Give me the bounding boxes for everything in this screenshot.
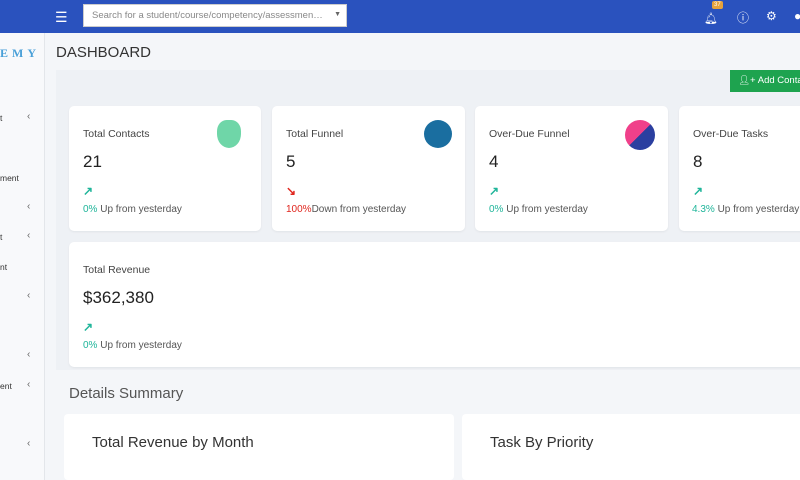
card-value: 8 bbox=[693, 152, 703, 171]
trend-up-icon: ↗ bbox=[83, 320, 94, 334]
info-icon[interactable]: ⓘ bbox=[737, 11, 750, 25]
stat-card-total-contacts: Total Contacts 21 ↗ 0% Up from yesterday bbox=[69, 106, 261, 231]
card-pct: 4.3% bbox=[692, 204, 715, 215]
card-label: Over-Due Tasks bbox=[693, 128, 769, 140]
chevron-down-icon: ▼ bbox=[334, 11, 341, 18]
sidebar-item[interactable]: nt bbox=[0, 262, 8, 272]
card-trend-text: Up from yesterday bbox=[97, 204, 182, 215]
chevron-left-icon[interactable]: ‹ bbox=[27, 230, 31, 241]
card-label: Total Funnel bbox=[286, 128, 344, 140]
chevron-left-icon[interactable]: ‹ bbox=[27, 349, 31, 360]
sidebar-item[interactable]: t bbox=[0, 232, 3, 242]
trend-up-icon: ↗ bbox=[83, 184, 94, 198]
card-pct: 100% bbox=[286, 204, 312, 215]
card-trend-text: Down from yesterday bbox=[311, 204, 407, 215]
card-label: Total Revenue bbox=[83, 264, 151, 276]
panel-title: Total Revenue by Month bbox=[92, 434, 254, 451]
sidebar-item[interactable]: ment bbox=[0, 173, 19, 183]
search-placeholder: Search for a student/course/competency/a… bbox=[92, 10, 324, 21]
task-notes-icon bbox=[625, 120, 655, 150]
chevron-left-icon[interactable]: ‹ bbox=[27, 438, 31, 449]
logo: EMY bbox=[0, 46, 40, 60]
stat-card-overdue-tasks: Over-Due Tasks 8 ↗ 4.3% Up from yesterda… bbox=[679, 106, 800, 231]
stat-card-overdue-funnel: Over-Due Funnel 4 ↗ 0% Up from yesterday bbox=[475, 106, 668, 231]
card-pct: 0% bbox=[83, 340, 98, 351]
card-label: Over-Due Funnel bbox=[489, 128, 570, 140]
panel-title: Task By Priority bbox=[490, 434, 594, 451]
page-title: DASHBOARD bbox=[56, 44, 152, 61]
trend-up-icon: ↗ bbox=[489, 184, 500, 198]
card-trend-text: Up from yesterday bbox=[503, 204, 588, 215]
gear-icon[interactable]: ⚙ bbox=[766, 9, 777, 23]
card-value: 21 bbox=[83, 152, 102, 171]
card-trend-text: Up from yesterday bbox=[714, 204, 800, 215]
stat-card-total-funnel: Total Funnel 5 ↘ 100%Down from yesterday bbox=[272, 106, 465, 231]
stat-card-total-revenue: Total Revenue $362,380 ↗ 0% Up from yest… bbox=[69, 242, 800, 367]
funnel-box-icon bbox=[424, 120, 452, 148]
revenue-by-month-panel: Total Revenue by Month bbox=[64, 414, 454, 480]
notification-badge: 37 bbox=[712, 1, 723, 9]
card-pct: 0% bbox=[489, 204, 504, 215]
card-value: 5 bbox=[286, 152, 296, 171]
trend-down-icon: ↘ bbox=[286, 184, 297, 198]
top-bar: ☰ Search for a student/course/competency… bbox=[0, 0, 800, 33]
money-bag-icon bbox=[217, 120, 241, 148]
user-icon[interactable]: ● bbox=[794, 9, 800, 23]
card-pct: 0% bbox=[83, 204, 98, 215]
bell-icon[interactable]: 🔔︎ bbox=[704, 13, 718, 25]
card-value: 4 bbox=[489, 152, 499, 171]
task-by-priority-panel: Task By Priority bbox=[462, 414, 800, 480]
add-contact-button[interactable]: 👤︎+ Add Contact bbox=[730, 70, 800, 92]
details-summary-heading: Details Summary bbox=[69, 385, 184, 402]
card-value: $362,380 bbox=[83, 288, 154, 307]
add-contact-label: Add Contact bbox=[757, 75, 800, 86]
card-label: Total Contacts bbox=[83, 128, 150, 140]
search-input[interactable]: Search for a student/course/competency/a… bbox=[83, 4, 347, 27]
chevron-left-icon[interactable]: ‹ bbox=[27, 379, 31, 390]
menu-icon[interactable]: ☰ bbox=[55, 9, 68, 25]
sidebar: EMY bbox=[0, 33, 45, 480]
trend-up-icon: ↗ bbox=[693, 184, 704, 198]
card-trend-text: Up from yesterday bbox=[97, 340, 182, 351]
sidebar-item[interactable]: ent bbox=[0, 381, 12, 391]
chevron-left-icon[interactable]: ‹ bbox=[27, 111, 31, 122]
sidebar-item[interactable]: t bbox=[0, 113, 3, 123]
chevron-left-icon[interactable]: ‹ bbox=[27, 290, 31, 301]
chevron-left-icon[interactable]: ‹ bbox=[27, 201, 31, 212]
